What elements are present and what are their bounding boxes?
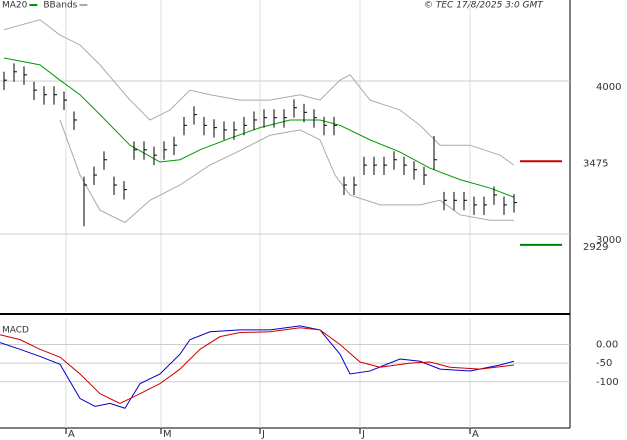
line bbox=[3, 19, 515, 166]
x-tick-label: M bbox=[163, 429, 172, 440]
x-tick-label: A bbox=[68, 429, 75, 440]
y-tick-label: 4000 bbox=[596, 82, 621, 93]
x-tick-label: J bbox=[261, 429, 265, 440]
y-tick-label: -100 bbox=[596, 377, 619, 388]
legend-label: MA20 bbox=[2, 1, 28, 11]
line bbox=[0, 325, 515, 409]
line bbox=[59, 119, 514, 224]
line bbox=[3, 57, 515, 198]
x-tick-label: J bbox=[361, 429, 365, 440]
level-label: 3475 bbox=[583, 158, 608, 169]
y-tick-label: 0.00 bbox=[596, 339, 618, 350]
y-tick-label: 3000 bbox=[596, 235, 621, 246]
panel-title: MACD bbox=[2, 326, 29, 336]
y-tick-label: -50 bbox=[596, 358, 612, 369]
line bbox=[0, 327, 515, 404]
level-label: 2929 bbox=[583, 242, 608, 253]
credit: © TEC 17/8/2025 3:0 GMT bbox=[424, 1, 544, 11]
legend-label: BBands bbox=[43, 1, 77, 11]
x-tick-label: A bbox=[472, 429, 479, 440]
